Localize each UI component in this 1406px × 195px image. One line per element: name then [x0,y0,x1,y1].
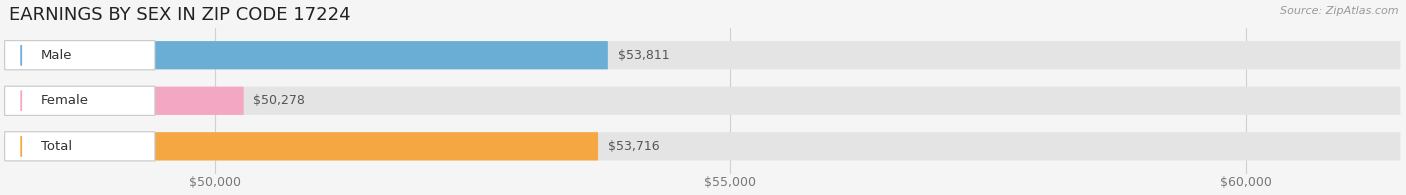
FancyBboxPatch shape [4,41,155,70]
Text: Total: Total [41,140,72,153]
FancyBboxPatch shape [8,132,1400,160]
Text: Male: Male [41,49,72,62]
Text: EARNINGS BY SEX IN ZIP CODE 17224: EARNINGS BY SEX IN ZIP CODE 17224 [8,5,350,24]
FancyBboxPatch shape [8,87,1400,115]
FancyBboxPatch shape [8,132,598,160]
FancyBboxPatch shape [8,41,607,69]
FancyBboxPatch shape [8,87,243,115]
Text: Female: Female [41,94,89,107]
Text: Source: ZipAtlas.com: Source: ZipAtlas.com [1281,6,1399,16]
FancyBboxPatch shape [4,132,155,161]
Text: $50,278: $50,278 [253,94,305,107]
FancyBboxPatch shape [4,86,155,115]
Text: $53,811: $53,811 [617,49,669,62]
Text: $53,716: $53,716 [607,140,659,153]
FancyBboxPatch shape [8,41,1400,69]
